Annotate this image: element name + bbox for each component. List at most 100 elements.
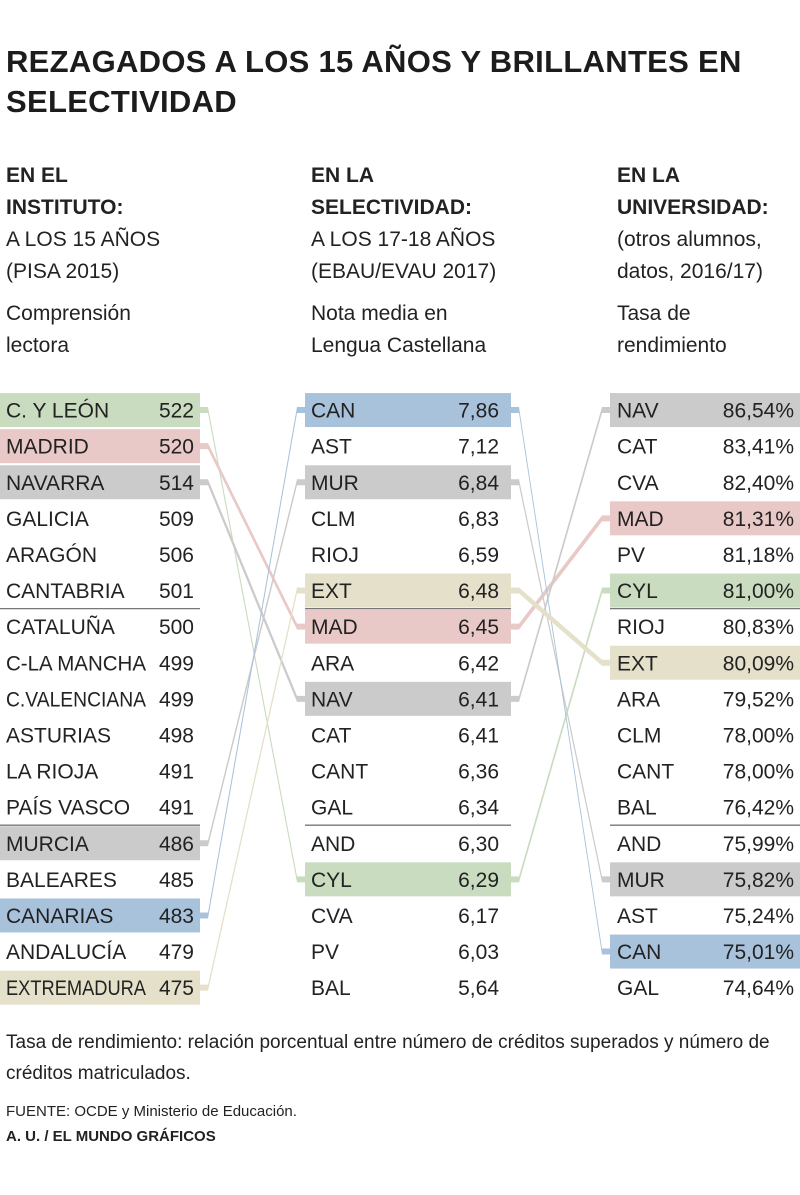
row-value: 86,54%: [723, 400, 794, 423]
row-label: AND: [617, 833, 661, 856]
row-value: 6,48: [458, 580, 499, 603]
row-value: 514: [159, 472, 194, 495]
chart-title: REZAGADOS A LOS 15 AÑOS Y BRILLANTES EN …: [6, 44, 742, 119]
row-label: CYL: [617, 580, 658, 603]
row-label: CANARIAS: [6, 905, 113, 928]
metric-line: Tasa de: [617, 302, 691, 325]
highlight-band-blue: [0, 898, 200, 933]
row-value: 485: [159, 869, 194, 892]
highlight-band-gray: [610, 393, 800, 428]
row-value: 475: [159, 977, 194, 1000]
footnote: Tasa de rendimiento: relación porcentual…: [6, 1032, 770, 1084]
row-label: CANT: [617, 761, 674, 784]
row-label: MURCIA: [6, 833, 89, 856]
row-label: MAD: [311, 616, 358, 639]
credit-note: A. U. / EL MUNDO GRÁFICOS: [6, 1128, 216, 1145]
row-label: EXTREMADURA: [6, 977, 146, 1000]
heading-line: datos, 2016/17): [617, 260, 763, 283]
highlight-band-red: [610, 501, 800, 536]
heading-line: A LOS 17-18 AÑOS: [311, 228, 496, 251]
column-header-universidad: EN LA UNIVERSIDAD: (otros alumnos, datos…: [617, 160, 800, 362]
row-label: AST: [311, 436, 352, 459]
connectors: [196, 407, 614, 991]
highlight-band-red: [305, 609, 511, 644]
row-label: BALEARES: [6, 869, 117, 892]
connector-blue-4-1: [507, 407, 614, 955]
row-value: 6,17: [458, 905, 499, 928]
row-label: ARA: [311, 652, 354, 675]
metric-label: Comprensión lectora: [6, 298, 286, 362]
row-label: C.VALENCIANA: [6, 688, 146, 711]
row-value: 79,52%: [723, 688, 794, 711]
row-labels: C. Y LEÓN 522 MADRID 520 NAVARRA 514 GALICIA 50…: [0, 400, 800, 1000]
connector-green-0-0: [196, 407, 309, 883]
heading-line: INSTITUTO:: [6, 196, 124, 219]
highlight-bands: [0, 393, 800, 1005]
row-value: 491: [159, 797, 194, 820]
metric-line: lectora: [6, 334, 70, 357]
row-label: GAL: [617, 977, 659, 1000]
row-value: 76,42%: [723, 797, 794, 820]
row-value: 520: [159, 436, 194, 459]
highlight-band-blue: [610, 934, 800, 969]
heading-line: EN EL: [6, 164, 68, 187]
row-label: BAL: [617, 797, 657, 820]
row-value: 81,18%: [723, 544, 794, 567]
row-label: MUR: [311, 472, 359, 495]
row-value: 6,30: [458, 833, 499, 856]
row-value: 6,36: [458, 761, 499, 784]
heading-line: EN LA: [617, 164, 680, 187]
row-value: 499: [159, 688, 194, 711]
row-value: 82,40%: [723, 472, 794, 495]
row-label: CAN: [617, 941, 661, 964]
connector-green-0-1: [507, 587, 614, 883]
row-label: RIOJ: [617, 616, 665, 639]
connector-red-1-1: [507, 515, 614, 630]
row-label: C. Y LEÓN: [6, 400, 109, 423]
row-value: 83,41%: [723, 436, 794, 459]
row-value: 6,03: [458, 941, 499, 964]
row-value: 75,01%: [723, 941, 794, 964]
row-label: GAL: [311, 797, 353, 820]
row-label: PAÍS VASCO: [6, 797, 130, 820]
row-value: 6,41: [458, 688, 499, 711]
highlight-band-tan: [305, 573, 511, 608]
row-label: AST: [617, 905, 658, 928]
row-label: RIOJ: [311, 544, 359, 567]
row-label: GALICIA: [6, 508, 89, 531]
row-value: 6,59: [458, 544, 499, 567]
row-label: CVA: [311, 905, 353, 928]
heading-line: SELECTIVIDAD:: [311, 196, 473, 219]
row-value: 75,99%: [723, 833, 794, 856]
highlight-band-green: [305, 862, 511, 897]
row-label: CLM: [311, 508, 355, 531]
connector-red-1-0: [196, 443, 309, 630]
heading-line: (PISA 2015): [6, 260, 120, 283]
row-label: LA RIOJA: [6, 761, 98, 784]
row-label: EXT: [311, 580, 352, 603]
row-label: C-LA MANCHA: [6, 652, 146, 675]
column-header-instituto: EN EL INSTITUTO: A LOS 15 AÑOS (PISA 201…: [6, 160, 286, 362]
row-label: BAL: [311, 977, 351, 1000]
highlight-band-gray: [610, 862, 800, 897]
row-label: CANT: [311, 761, 368, 784]
row-label: CAT: [311, 724, 352, 747]
highlight-band-green: [610, 573, 800, 608]
row-value: 75,24%: [723, 905, 794, 928]
row-value: 500: [159, 616, 194, 639]
row-label: CLM: [617, 724, 661, 747]
row-value: 506: [159, 544, 194, 567]
row-label: CAN: [311, 400, 355, 423]
connector-tan-5-0: [196, 587, 309, 991]
ranking-slope-chart: C. Y LEÓN 522 MADRID 520 NAVARRA 514 GALICIA 50…: [0, 393, 800, 1005]
row-value: 7,12: [458, 436, 499, 459]
highlight-band-gray: [0, 465, 200, 500]
connector-tan-5-1: [507, 587, 614, 666]
row-value: 498: [159, 724, 194, 747]
row-value: 509: [159, 508, 194, 531]
heading-line: A LOS 15 AÑOS: [6, 228, 161, 251]
row-value: 78,00%: [723, 761, 794, 784]
row-label: EXT: [617, 652, 658, 675]
row-value: 491: [159, 761, 194, 784]
row-value: 6,41: [458, 724, 499, 747]
